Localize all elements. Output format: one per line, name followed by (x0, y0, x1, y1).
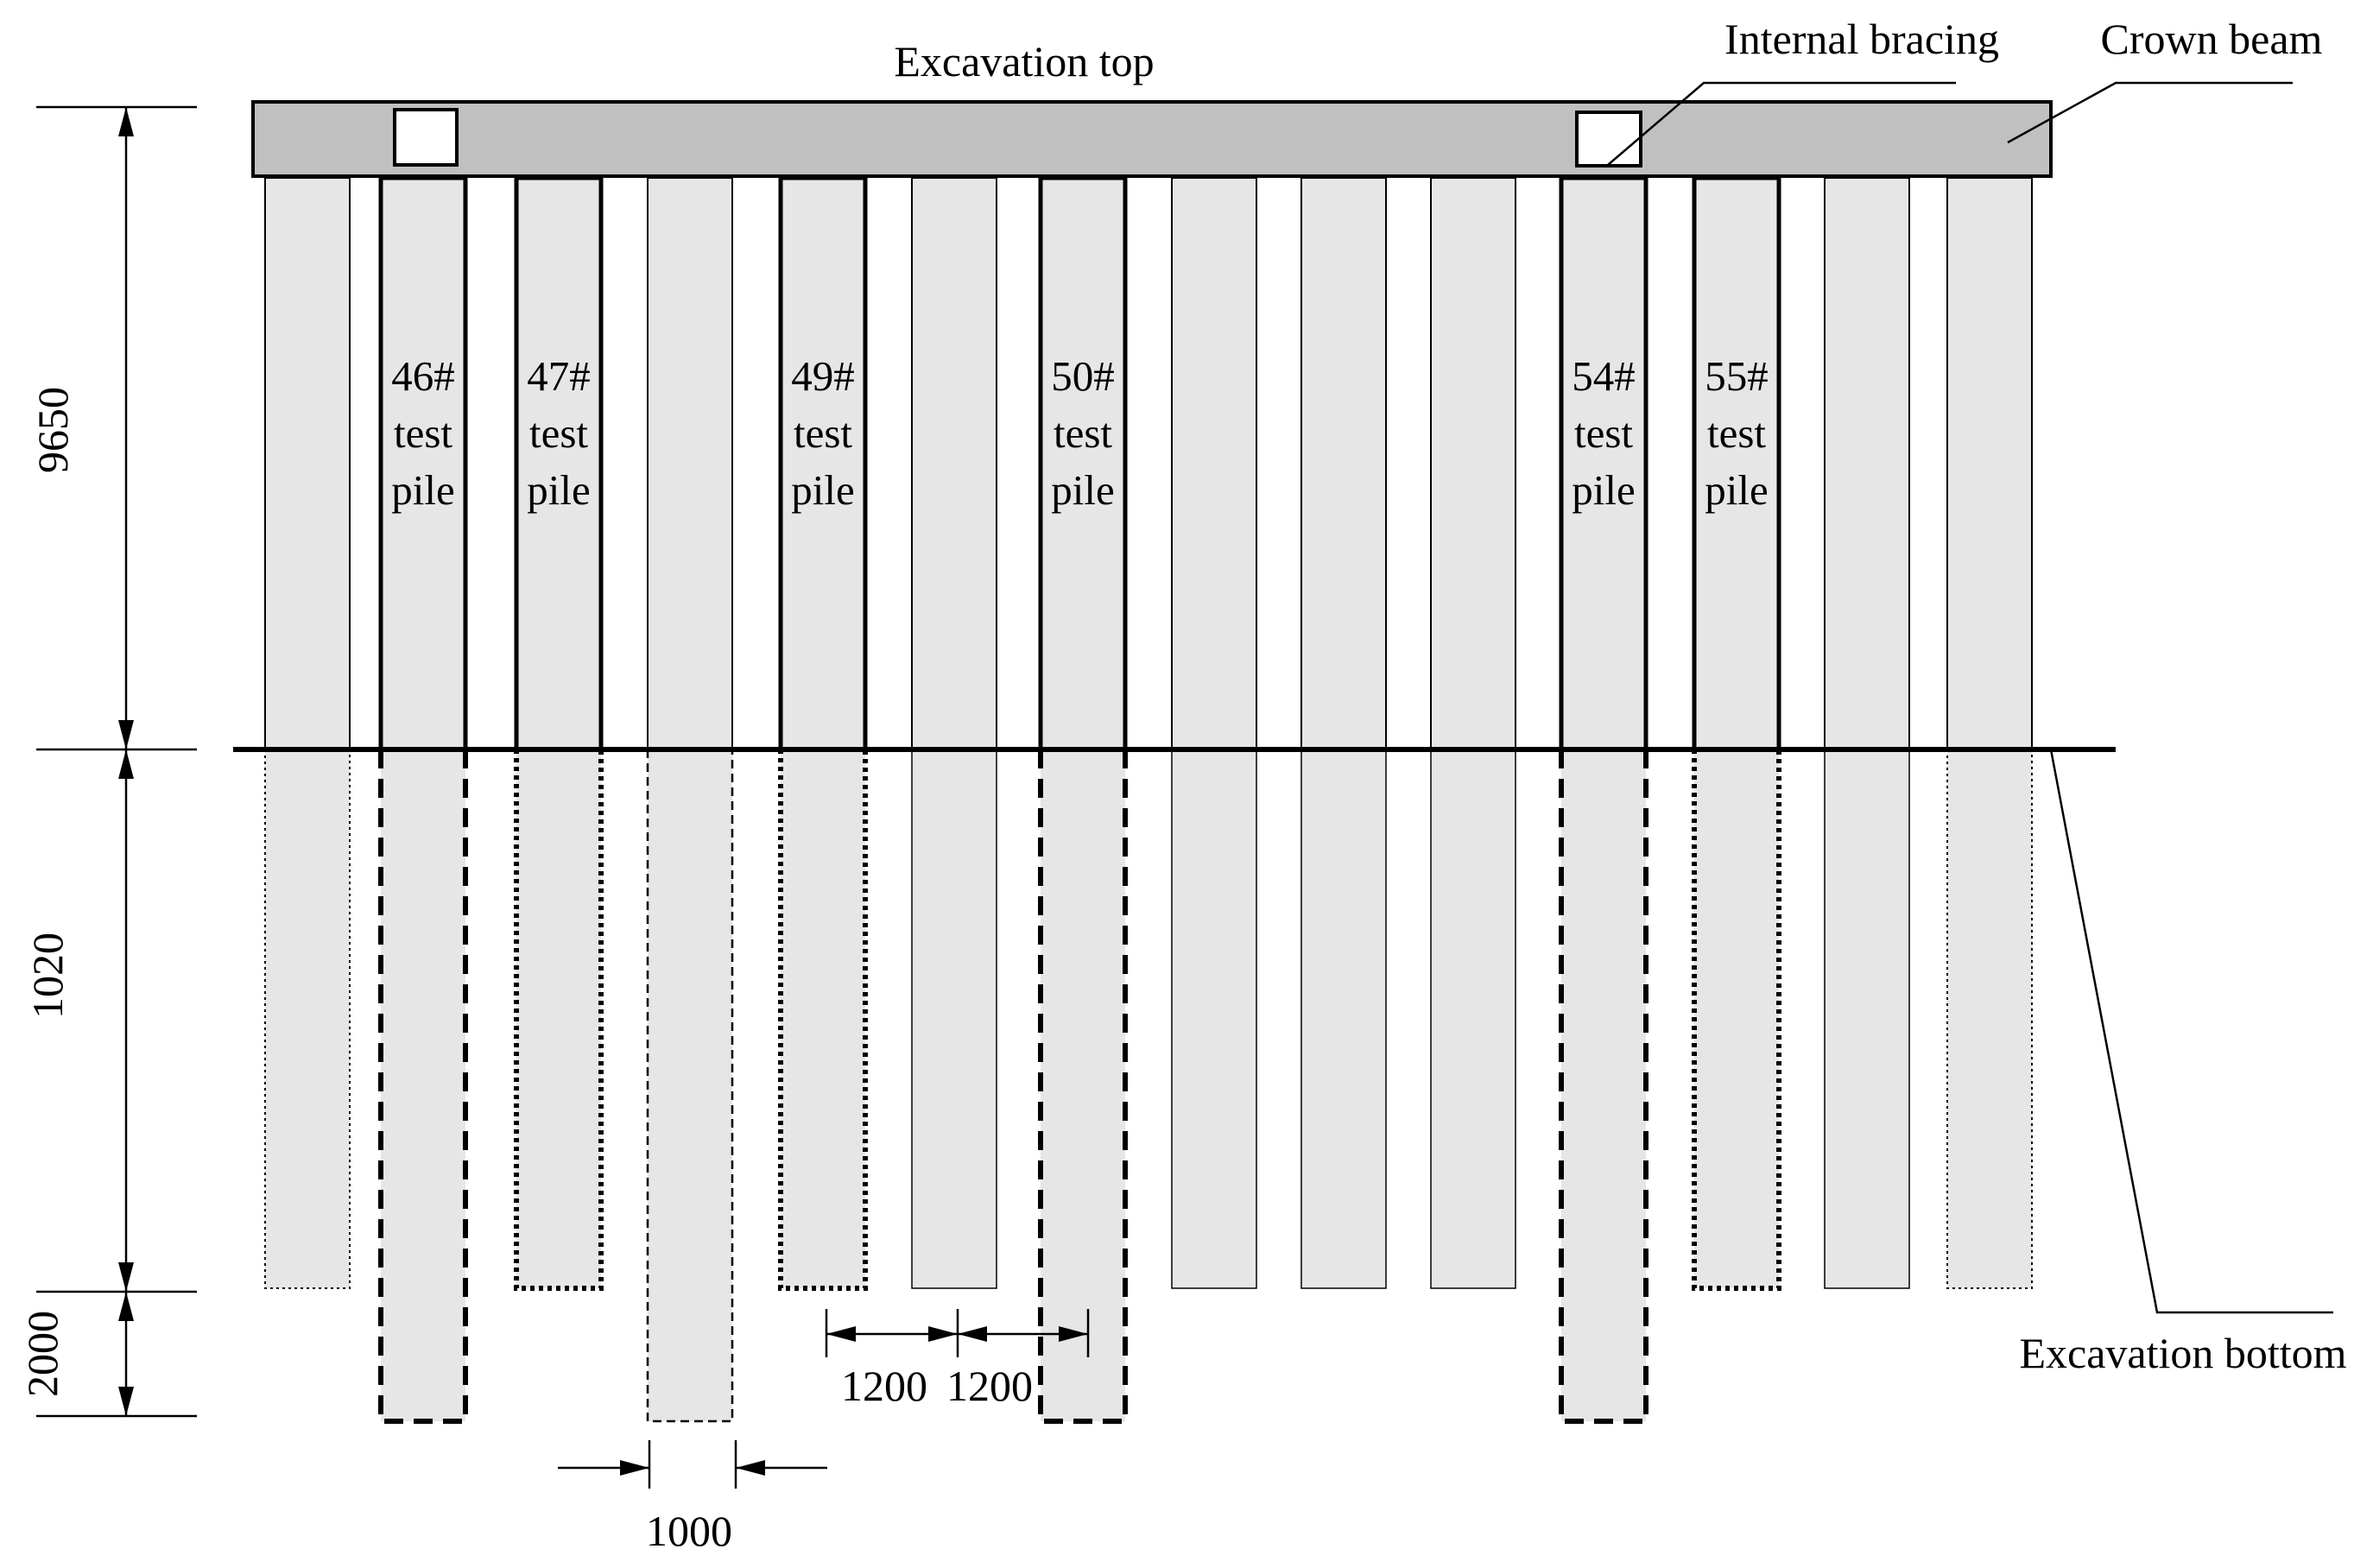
pile-fill (648, 178, 732, 1421)
pile-id-label: 54# (1572, 352, 1636, 400)
internal-bracing-label: Internal bracing (1724, 15, 1999, 63)
excavation-bottom-label: Excavation bottom (2019, 1329, 2346, 1377)
dimension-label-middle: 1020 (23, 933, 72, 1019)
vertical-dimension-chain (36, 105, 197, 1418)
crown-beam (251, 100, 2053, 178)
pile-id-label: 49# (791, 352, 855, 400)
pile-lower-outline (646, 749, 734, 1423)
test-pile: 46# test pile (378, 175, 468, 1424)
piles-layer: 46# test pile 47# test pile 49# test pile 50# test… (264, 175, 2033, 1424)
pile-lower-outline (1171, 749, 1257, 1289)
pile-type-label: test (1574, 409, 1633, 457)
pile-type-label: test (529, 409, 588, 457)
pile-type-label: pile (791, 466, 854, 514)
dimension-label-lower: 2000 (18, 1311, 66, 1397)
pile-fill (1431, 178, 1516, 1288)
pile-type-label: pile (1051, 466, 1114, 514)
pile (1171, 177, 1257, 1289)
pile-lower-outline (1559, 749, 1648, 1424)
test-pile: 47# test pile (514, 175, 604, 1291)
pile-lower-outline (1692, 749, 1781, 1291)
crown-beam-label: Crown beam (2101, 15, 2323, 63)
pile-type-label: test (1054, 409, 1112, 457)
pile-id-label: 50# (1051, 352, 1115, 400)
pile-fill (381, 178, 465, 1421)
pile-id-label: 46# (391, 352, 455, 400)
spacing-label-b: 1200 (946, 1362, 1033, 1410)
pile-id-label: 47# (527, 352, 591, 400)
pile-fill (912, 178, 997, 1288)
internal-bracing-box-right (1575, 111, 1642, 168)
pile (1300, 177, 1387, 1289)
test-pile: 50# test pile (1038, 175, 1128, 1424)
pile-type-label: pile (527, 466, 590, 514)
excavation-top-label: Excavation top (894, 37, 1154, 85)
pile-type-label: pile (1572, 466, 1635, 514)
pile-fill (1947, 178, 2032, 1288)
pile-lower-outline (264, 749, 351, 1289)
pile-type-label: test (794, 409, 852, 457)
pile-lower-outline (1300, 749, 1387, 1289)
test-pile: 54# test pile (1559, 175, 1648, 1424)
pile-fill (781, 178, 865, 1288)
pile-fill (1561, 178, 1646, 1421)
pile-lower-outline (378, 749, 468, 1424)
pile-lower-outline (1430, 749, 1516, 1289)
pile-fill (265, 178, 350, 1288)
pile-id-label: 55# (1705, 352, 1769, 400)
pile (1946, 177, 2033, 1289)
pile-fill (1041, 178, 1125, 1421)
dimension-label-upper: 9650 (28, 387, 77, 473)
pile-lower-outline (1038, 749, 1128, 1424)
pile-lower-outline (514, 749, 604, 1291)
pile-lower-outline (1946, 749, 2033, 1289)
pile (646, 177, 734, 1423)
spacing-dimension (825, 1309, 1090, 1357)
pile (911, 177, 997, 1289)
pile-type-label: test (1707, 409, 1766, 457)
pile-fill (516, 178, 601, 1288)
pile-lower-outline (911, 749, 997, 1289)
crown-beam-leader (2007, 81, 2293, 144)
pile-type-label: test (394, 409, 452, 457)
pile-fill (1694, 178, 1779, 1288)
bracing-leader (1607, 81, 1956, 166)
pile-width-dimension (558, 1440, 827, 1489)
internal-bracing-box-left (393, 108, 459, 167)
pile-fill (1301, 178, 1386, 1288)
pile-fill (1172, 178, 1256, 1288)
test-pile: 55# test pile (1692, 175, 1781, 1291)
pile (1824, 177, 1910, 1289)
spacing-label-a: 1200 (841, 1362, 927, 1410)
pile-type-label: pile (391, 466, 454, 514)
pile (1430, 177, 1516, 1289)
pile (264, 177, 351, 1289)
test-pile: 49# test pile (778, 175, 868, 1291)
pile-type-label: pile (1705, 466, 1768, 514)
pile-lower-outline (778, 749, 868, 1291)
pile-fill (1825, 178, 1909, 1288)
pile-lower-outline (1824, 749, 1910, 1289)
excavation-bottom-leader (2049, 749, 2333, 1314)
pile-width-label: 1000 (646, 1507, 732, 1555)
